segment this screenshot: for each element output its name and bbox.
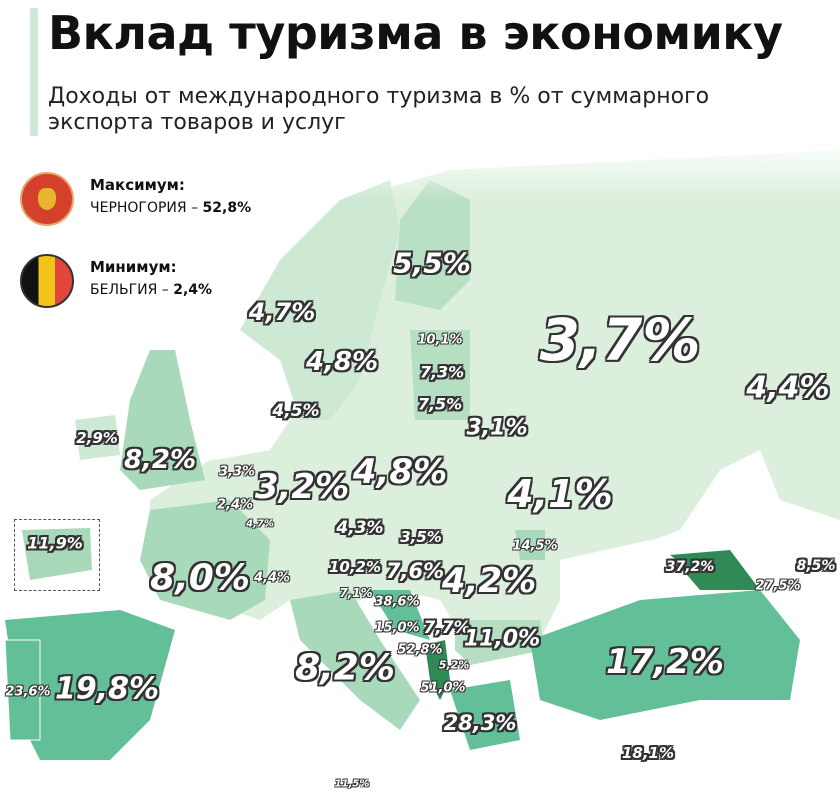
country-value-label: 28,3% [443,711,517,735]
country-value-label: 23,6% [5,684,51,700]
legend-max-label: Максимум: [90,176,185,194]
country-value-label: 4,4% [253,570,291,586]
country-value-label: 18,1% [621,744,675,762]
country-value-label: 5,2% [438,658,470,672]
georgia-armenia [670,550,760,590]
title-accent-bar [30,8,38,136]
moldova [515,530,545,560]
country-value-label: 4,8% [352,452,448,492]
country-value-label: 3,5% [400,528,442,546]
country-value-label: 8,0% [150,557,250,599]
montenegro [425,640,450,700]
iceland-inset-frame [14,519,100,591]
country-value-label: 11,5% [334,778,370,790]
country-value-label: 11,0% [463,626,541,652]
north-sea [205,400,290,460]
country-value-label: 7,6% [385,559,445,583]
turkey [530,590,800,720]
croatia [370,590,430,640]
montenegro-flag-icon [20,172,74,226]
country-value-label: 4,7% [246,518,274,530]
legend-max-value: 52,8% [202,200,252,216]
country-value-label: 7,1% [339,586,373,600]
legend-min-label: Минимум: [90,258,177,276]
page-title: Вклад туризма в экономику [48,6,783,60]
country-value-label: 4,4% [746,370,830,406]
country-value-label: 2,4% [216,497,254,513]
country-value-label: 2,9% [76,429,118,447]
france [140,500,270,620]
country-value-label: 3,2% [254,467,350,507]
finland [395,180,470,310]
country-value-label: 51,0% [420,680,466,696]
uk [120,350,205,490]
country-value-label: 14,5% [512,538,558,554]
italy [290,590,420,730]
legend-min-country: БЕЛЬГИЯ – [90,282,174,298]
country-value-label: 3,3% [218,464,256,480]
greece [450,680,520,750]
country-value-label: 4,5% [272,401,320,421]
country-value-label: 4,1% [507,472,613,516]
country-value-label: 11,9% [27,533,83,553]
country-value-label: 8,2% [295,647,395,689]
country-value-label: 4,3% [336,518,384,538]
portugal [4,639,41,741]
country-value-label: 3,7% [539,306,701,374]
ireland [75,415,120,460]
baltics [410,330,470,420]
top-fade [0,140,840,200]
country-value-label: 37,2% [665,559,715,575]
belgium-flag-icon [20,254,74,308]
country-value-label: 3,1% [466,415,528,441]
country-value-label: 10,2% [328,558,382,576]
country-value-label: 15,0% [374,620,420,636]
country-value-label: 7,7% [423,618,471,638]
iberia [5,610,175,760]
country-value-label: 5,5% [393,246,471,280]
country-value-label: 7,3% [419,362,465,382]
iceland [22,528,92,580]
country-value-label: 8,2% [123,445,197,475]
country-value-label: 4,8% [305,347,379,377]
country-value-label: 4,2% [441,561,537,601]
legend-min-value: 2,4% [173,282,213,298]
scandinavia [240,180,400,420]
country-value-label: 10,1% [417,332,463,348]
country-value-label: 4,7% [248,298,316,326]
black-sea [560,540,690,610]
page-subtitle: Доходы от международного туризма в % от … [48,84,710,135]
country-value-label: 27,5% [755,578,801,594]
country-value-label: 19,8% [54,671,160,707]
legend-max-country: ЧЕРНОГОРИЯ – [90,200,203,216]
country-value-label: 8,5% [796,558,836,574]
balkans [455,620,545,665]
country-value-label: 7,5% [417,394,463,414]
country-value-label: 52,8% [397,642,443,658]
country-value-label: 17,2% [606,642,724,682]
country-value-label: 38,6% [374,594,420,610]
